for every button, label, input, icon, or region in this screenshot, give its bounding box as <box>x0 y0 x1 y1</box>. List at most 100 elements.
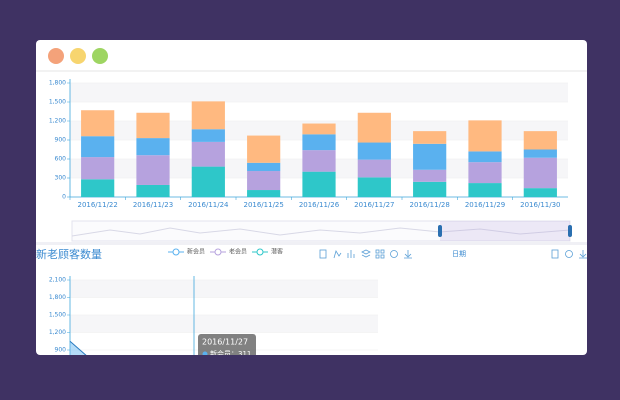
bar-segment <box>523 131 557 150</box>
bar-segment <box>468 151 502 163</box>
tool-icon[interactable] <box>551 249 559 259</box>
y-tick-label: 1,200 <box>49 118 66 125</box>
tool-icon[interactable] <box>380 254 385 259</box>
legend-label: 潜客 <box>271 248 283 256</box>
tool-icon[interactable] <box>361 249 371 258</box>
close-button[interactable] <box>48 48 64 64</box>
y-tick-label: 1,800 <box>49 294 66 301</box>
bar-segment <box>357 112 391 143</box>
bar-segment <box>468 162 502 184</box>
zoom-preview <box>71 227 571 237</box>
grid-band <box>70 315 378 333</box>
tool-icon[interactable] <box>380 249 385 254</box>
bar-segment <box>302 150 336 172</box>
legend-label: 新会员 <box>187 248 205 256</box>
bar-segment <box>413 143 447 170</box>
bar-segment <box>247 190 281 197</box>
bar-segment <box>247 162 281 172</box>
legend-item[interactable]: 新会员 <box>168 248 205 256</box>
grid-band <box>70 280 378 298</box>
bar-segment <box>523 157 557 189</box>
x-tick-label: 2016/11/26 <box>299 201 340 209</box>
bar-segment <box>302 171 336 197</box>
tooltip-text: 新会员：311 <box>210 349 251 358</box>
bar-segment <box>357 159 391 178</box>
section-divider <box>36 242 587 245</box>
y-tick-label: 900 <box>55 137 67 144</box>
tool-icon[interactable] <box>390 250 398 258</box>
tool-icon[interactable] <box>375 254 380 259</box>
tool-icon[interactable] <box>319 249 327 259</box>
data-zoom <box>71 220 572 242</box>
legend-marker <box>256 248 264 256</box>
bar-segment <box>191 166 225 197</box>
tool-icon[interactable] <box>333 250 342 259</box>
tool-icon[interactable] <box>579 250 587 259</box>
y-tick-label: 1,500 <box>49 312 66 319</box>
minimize-button[interactable] <box>70 48 86 64</box>
y-tick-label: 300 <box>55 175 67 182</box>
tool-icon[interactable] <box>347 250 355 258</box>
x-tick-label: 2016/11/22 <box>77 201 117 209</box>
axis-name: 日期 <box>452 250 466 258</box>
x-tick-label: 2016/11/25 <box>243 201 283 209</box>
y-tick-label: 1,800 <box>49 80 66 87</box>
y-tick-label: 2,100 <box>49 277 66 284</box>
bar-segment <box>468 183 502 197</box>
bar-segment <box>247 171 281 191</box>
y-tick-label: 0 <box>62 194 66 201</box>
tooltip-title: 2016/11/27 <box>202 338 248 347</box>
legend-marker <box>172 248 180 256</box>
legend-item[interactable]: 老会员 <box>210 248 247 256</box>
tooltip <box>198 334 256 355</box>
line <box>69 340 101 355</box>
zoom-handle[interactable] <box>568 225 572 237</box>
tool-icon[interactable] <box>375 249 380 254</box>
bar-segment <box>413 169 447 182</box>
bar-segment <box>81 110 115 137</box>
tooltip-part: 新会员 <box>210 349 231 358</box>
y-tick-label: 600 <box>55 156 67 163</box>
y-tick-label: 900 <box>55 347 67 354</box>
tool-icon[interactable] <box>404 250 412 259</box>
zoom-handle[interactable] <box>438 225 442 237</box>
bar-segment <box>302 134 336 151</box>
tool-icon[interactable] <box>565 250 573 258</box>
bar-segment <box>136 138 170 156</box>
bar-segment <box>81 179 115 197</box>
grid-band <box>70 83 568 102</box>
legend-item[interactable]: 潜客 <box>252 248 283 256</box>
bar-segment <box>247 135 281 163</box>
chart-title: 新老顾客数量 <box>36 247 102 261</box>
bar-segment <box>302 123 336 135</box>
legend-label: 老会员 <box>229 248 247 256</box>
y-tick-label: 1,200 <box>49 329 66 336</box>
bar-segment <box>191 101 225 130</box>
toolbox <box>319 249 587 259</box>
bar-segment <box>136 184 170 197</box>
x-tick-label: 2016/11/24 <box>188 201 229 209</box>
bar-segment <box>357 177 391 197</box>
bar-segment <box>191 129 225 142</box>
tooltip-part: 311 <box>238 350 251 358</box>
bar-segment <box>413 131 447 144</box>
bar-segment <box>468 120 502 152</box>
bar-segment <box>136 112 170 139</box>
bar-segment <box>523 149 557 158</box>
maximize-button[interactable] <box>92 48 108 64</box>
x-tick-label: 2016/11/23 <box>133 201 173 209</box>
bar-segment <box>413 181 447 197</box>
bar-segment <box>136 155 170 185</box>
bar-segment <box>191 141 225 167</box>
y-tick-label: 1,500 <box>49 99 66 106</box>
bar-segment <box>81 157 115 180</box>
bar-segment <box>81 136 115 158</box>
x-tick-label: 2016/11/27 <box>354 201 394 209</box>
legend-marker <box>214 248 222 256</box>
x-tick-label: 2016/11/30 <box>520 201 560 209</box>
tooltip-part: ： <box>231 350 238 358</box>
content: 新老顾客数量 日期 0 300 600 900 1,200 1,500 1,800 2016/… <box>36 79 587 358</box>
zoom-window[interactable] <box>440 221 570 241</box>
tooltip-marker <box>202 351 208 355</box>
